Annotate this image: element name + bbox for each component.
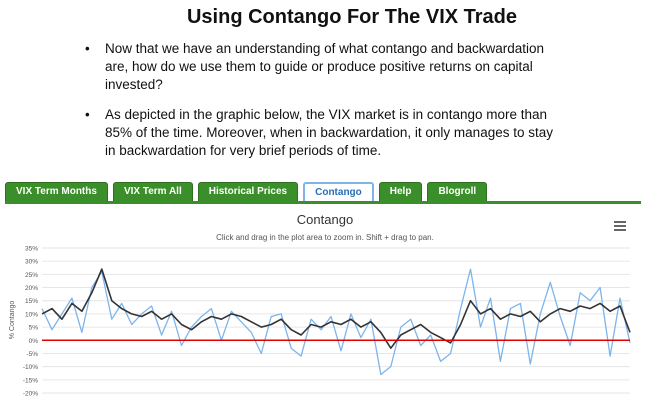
menu-icon[interactable] (614, 221, 626, 231)
y-tick-label: 10% (25, 311, 38, 318)
bullet-line: are, how do we use them to guide or prod… (105, 59, 533, 74)
bullet-line: As depicted in the graphic below, the VI… (105, 107, 548, 122)
y-tick-label: -5% (26, 351, 38, 358)
y-axis-label: % Contango (9, 301, 16, 340)
slide-title: Using Contango For The VIX Trade (186, 6, 518, 28)
y-tick-label: 25% (25, 272, 38, 279)
bullet-line: in backwardation for very brief periods … (105, 143, 382, 158)
chart-title: Contango (297, 212, 353, 227)
chart-panel (5, 201, 641, 405)
y-tick-label: 5% (29, 325, 39, 332)
y-tick-label: 15% (25, 298, 38, 305)
bullet-line: 85% of the time. Moreover, when in backw… (105, 125, 553, 140)
y-tick-label: 30% (25, 259, 38, 266)
y-tick-label: 0% (29, 338, 39, 345)
y-tick-label: 20% (25, 285, 38, 292)
bullet: As depicted in the graphic below, the VI… (85, 106, 553, 160)
bullet: Now that we have an understanding of wha… (85, 40, 545, 94)
bullet-line: invested? (105, 77, 163, 92)
chart-subtitle: Click and drag in the plot area to zoom … (216, 233, 434, 242)
tab-bar: VIX Term Months VIX Term All Historical Pr… (5, 182, 488, 203)
y-tick-label: -20% (23, 391, 38, 398)
y-tick-label: -15% (23, 377, 38, 384)
y-tick-label: -10% (23, 364, 38, 371)
data-line (41, 268, 631, 376)
bullet-line: Now that we have an understanding of wha… (105, 41, 545, 56)
data-line (41, 268, 631, 349)
y-tick-label: 35% (25, 246, 38, 253)
